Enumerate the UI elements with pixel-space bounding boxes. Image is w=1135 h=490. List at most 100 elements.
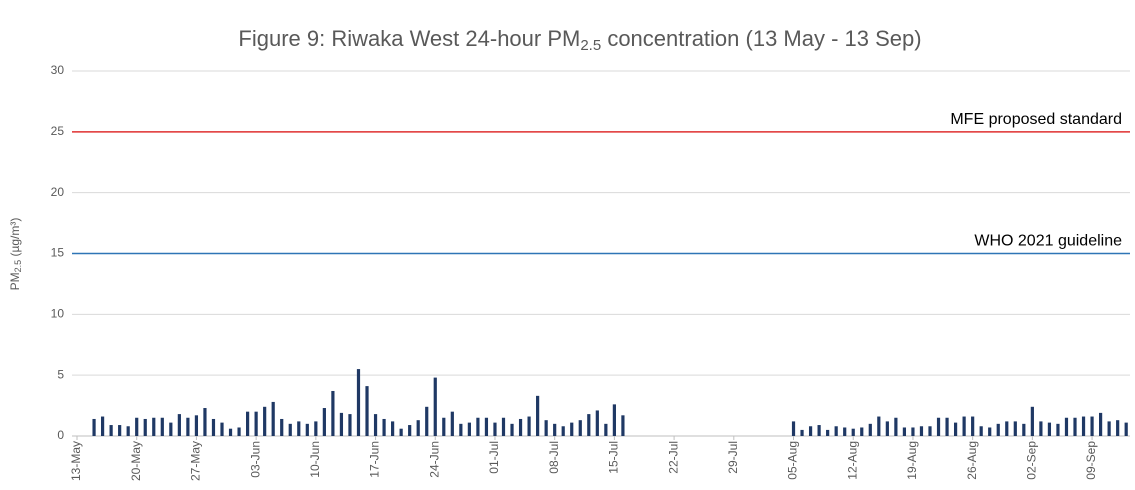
- bar: [348, 414, 352, 436]
- bar: [143, 418, 147, 436]
- bar: [919, 426, 924, 436]
- bar: [979, 426, 983, 436]
- x-tick-label: 17-Jun: [368, 441, 382, 478]
- bar: [536, 395, 540, 436]
- bar: [177, 414, 181, 436]
- x-tick-label: 19-Aug: [905, 441, 919, 480]
- bar: [1047, 422, 1052, 436]
- y-tick-label: 5: [57, 367, 64, 381]
- bar: [868, 423, 872, 436]
- bar: [826, 429, 830, 436]
- y-tick-label: 15: [51, 246, 65, 260]
- bar: [1116, 420, 1120, 436]
- x-tick-label: 15-Jul: [607, 441, 621, 474]
- bar: [1107, 421, 1111, 436]
- bar: [126, 426, 130, 436]
- bar: [194, 415, 199, 436]
- bar: [237, 427, 241, 436]
- y-tick-label: 10: [51, 307, 65, 321]
- bar: [1064, 417, 1069, 436]
- bar: [800, 429, 804, 436]
- bar: [356, 369, 361, 436]
- x-tick-label: 29-Jul: [726, 441, 740, 474]
- y-label-part: (µg/m³): [8, 218, 22, 260]
- bar: [408, 425, 412, 436]
- bar: [996, 423, 1000, 436]
- bar: [100, 416, 105, 436]
- chart-title: Figure 9: Riwaka West 24-hour PM2.5 conc…: [238, 26, 921, 54]
- x-tick-label: 20-May: [129, 441, 143, 481]
- bar: [621, 415, 625, 436]
- y-label-part: PM: [8, 272, 22, 290]
- bar: [988, 427, 992, 436]
- x-tick-label: 01-Jul: [487, 441, 501, 474]
- bar: [186, 417, 190, 436]
- bar: [254, 411, 258, 436]
- bar: [1030, 406, 1034, 436]
- bar: [220, 422, 224, 436]
- bar: [442, 417, 446, 436]
- bar: [467, 422, 471, 436]
- bar: [604, 423, 608, 436]
- bar: [1081, 416, 1086, 436]
- bar: [570, 422, 574, 436]
- bar: [484, 417, 489, 436]
- x-tick-label: 24-Jun: [427, 441, 441, 478]
- bar: [851, 428, 855, 436]
- bar: [791, 421, 796, 436]
- bar: [1073, 417, 1077, 436]
- bar: [894, 417, 898, 436]
- bar: [399, 428, 403, 436]
- bar: [1099, 412, 1103, 436]
- bar: [305, 423, 309, 436]
- bar: [911, 427, 915, 436]
- y-tick-label: 30: [51, 63, 65, 77]
- x-tick-label: 02-Sep: [1025, 441, 1039, 480]
- bar: [587, 414, 591, 436]
- bar: [971, 416, 975, 436]
- bar: [92, 418, 96, 436]
- x-tick-label: 27-May: [189, 441, 203, 481]
- bar: [246, 411, 250, 436]
- bar: [280, 418, 284, 436]
- bar: [228, 428, 233, 436]
- x-tick-label: 03-Jun: [248, 441, 262, 478]
- bar: [476, 417, 480, 436]
- bar: [450, 411, 454, 436]
- bar: [135, 417, 139, 436]
- bar: [544, 420, 548, 436]
- x-tick-label: 12-Aug: [845, 441, 859, 480]
- bar: [834, 426, 838, 436]
- bar: [160, 417, 164, 436]
- bar: [817, 425, 821, 436]
- bar: [263, 406, 267, 436]
- bar: [553, 423, 557, 436]
- x-tick-label: 08-Jul: [547, 441, 561, 474]
- bar: [1005, 421, 1009, 436]
- bar: [391, 421, 395, 436]
- bar: [510, 423, 514, 436]
- title-part: Figure 9: Riwaka West 24-hour PM: [238, 26, 580, 51]
- bar: [945, 417, 949, 436]
- bar: [527, 416, 531, 436]
- bar: [1124, 422, 1128, 436]
- x-tick-label: 10-Jun: [308, 441, 322, 478]
- bar: [382, 418, 386, 436]
- bar: [578, 420, 582, 436]
- bar: [928, 426, 932, 436]
- bar: [561, 426, 565, 436]
- bar: [365, 386, 369, 436]
- bar: [203, 408, 207, 436]
- bar: [331, 390, 335, 436]
- bar: [373, 414, 378, 436]
- bar: [297, 421, 301, 436]
- y-tick-label: 20: [51, 185, 65, 199]
- bar: [433, 377, 437, 436]
- bar: [902, 427, 907, 436]
- bar: [416, 420, 420, 436]
- bar: [1056, 423, 1060, 436]
- bar: [1090, 416, 1094, 436]
- bar: [860, 427, 864, 436]
- bar: [885, 421, 889, 436]
